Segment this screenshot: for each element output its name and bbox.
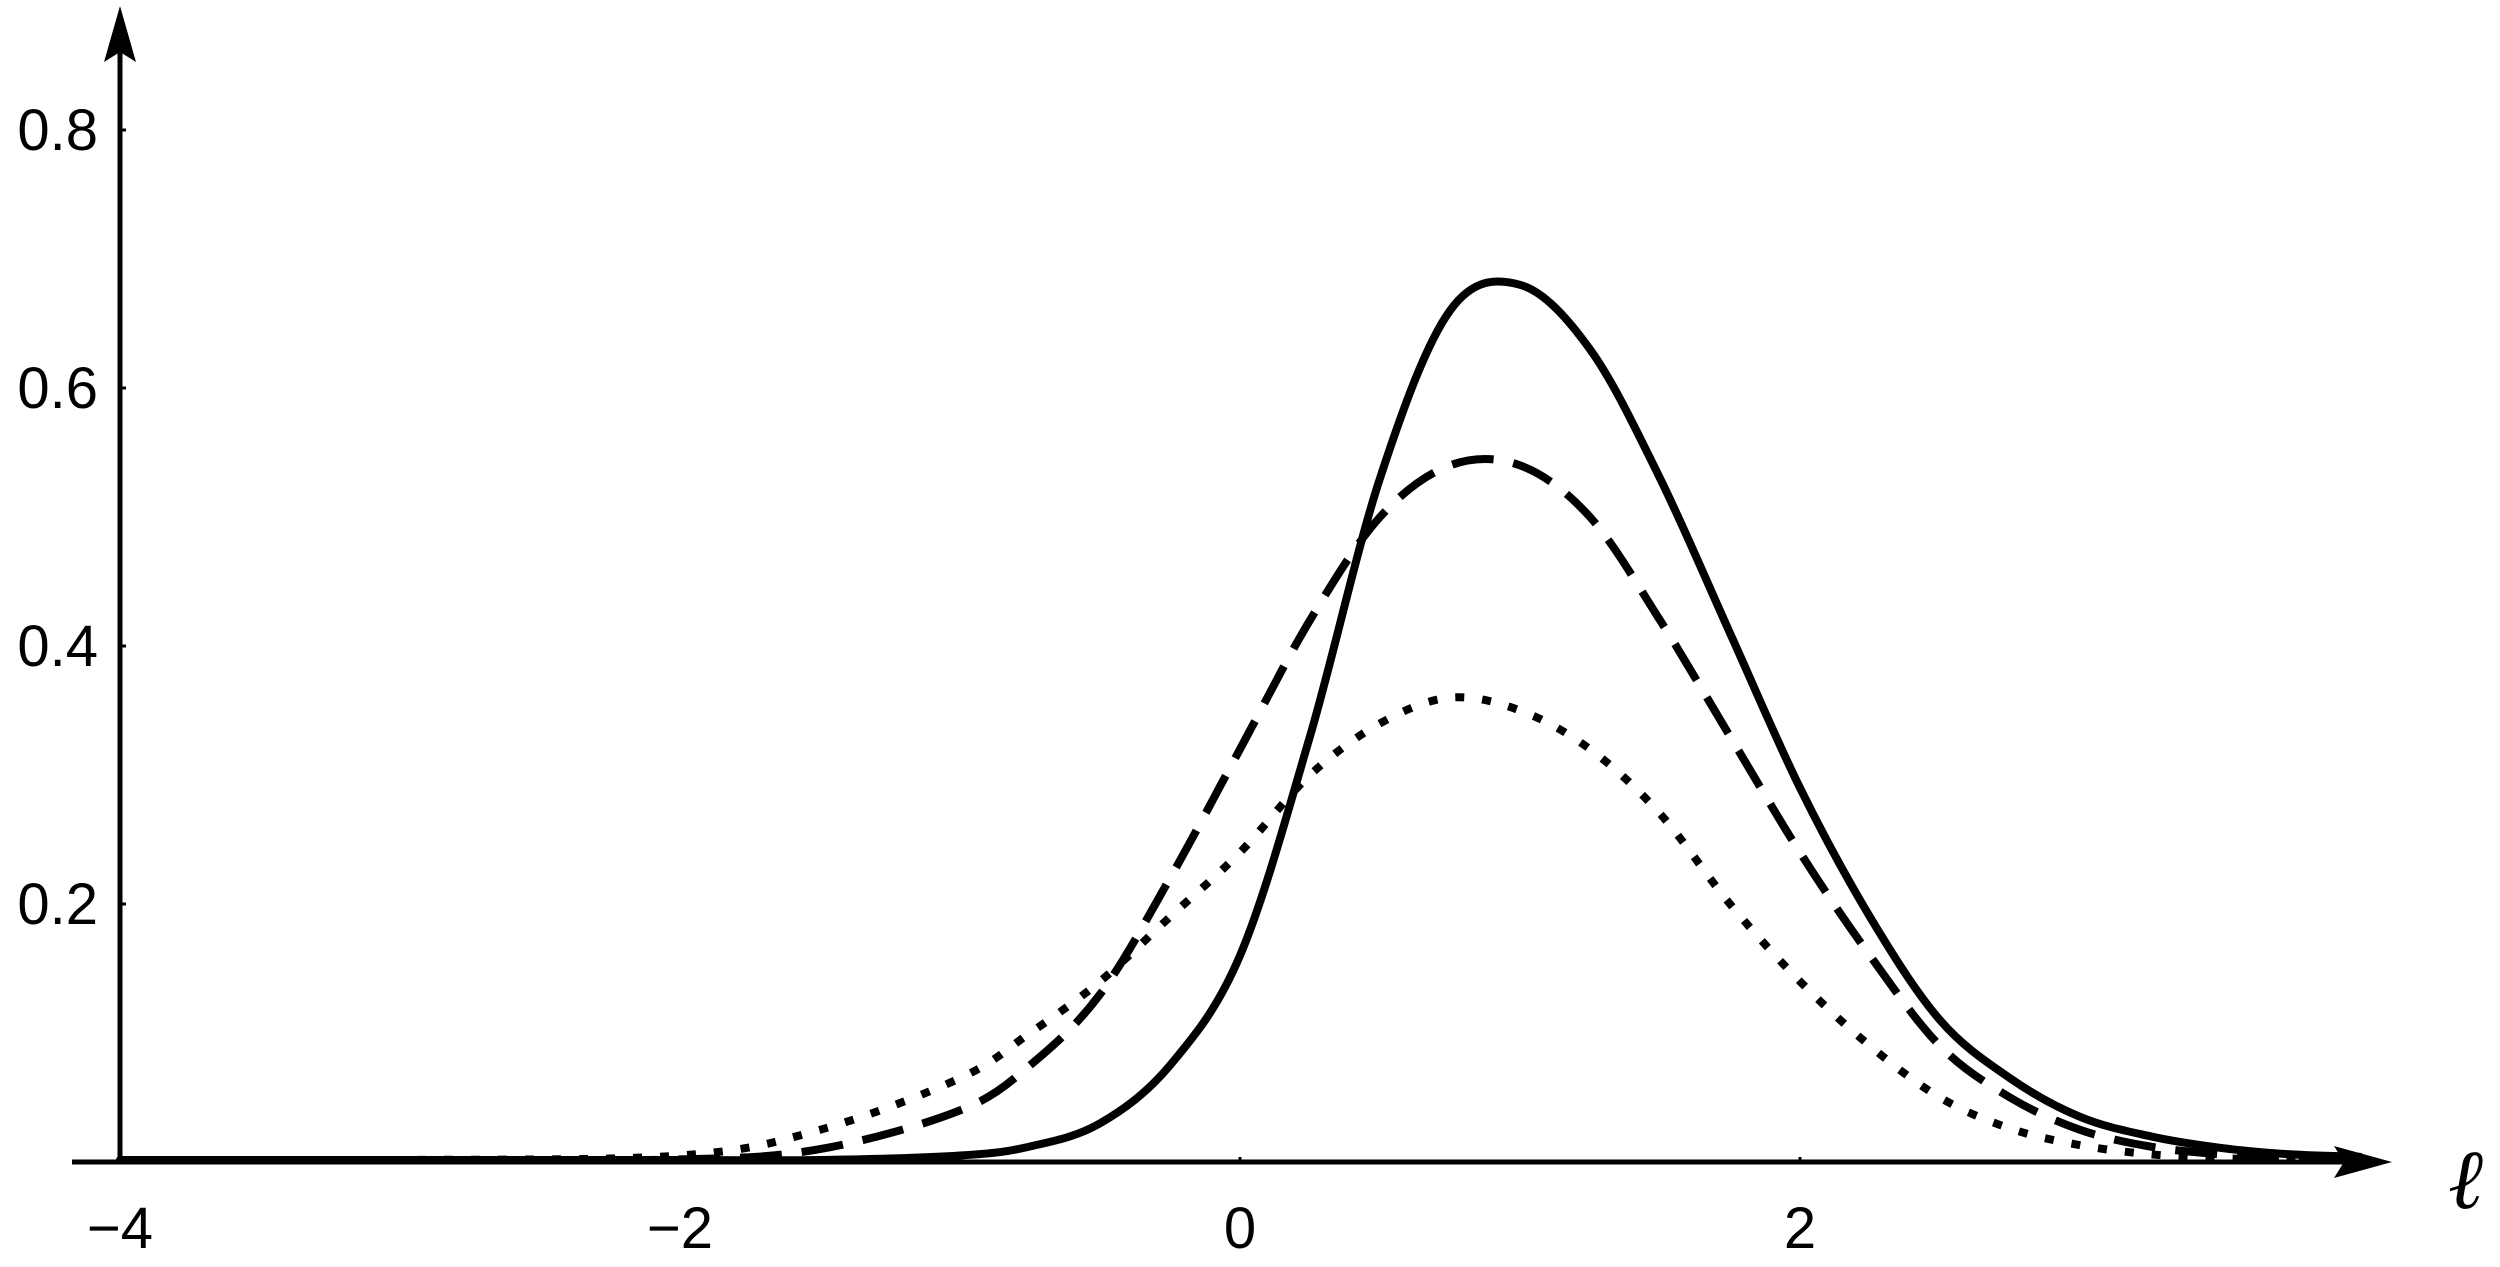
y-axis-arrowhead — [104, 6, 136, 62]
x-tick-label: −4 — [87, 1196, 153, 1261]
y-tick-label: 0.6 — [17, 356, 98, 421]
axes: ℓ — [72, 6, 2483, 1228]
series-line-dashed — [119, 455, 2361, 1165]
y-tick-label: 0.8 — [17, 98, 98, 163]
x-axis-label: ℓ — [2448, 1130, 2483, 1228]
x-tick-label: 2 — [1784, 1196, 1816, 1261]
series-line-solid — [116, 277, 2364, 1165]
y-tick-label: 0.4 — [17, 614, 98, 679]
y-tick-label: 0.2 — [17, 872, 98, 937]
x-tick-label: 0 — [1224, 1196, 1256, 1261]
ticks: −4 −2 0 2 0.2 0.4 0.6 0.8 — [17, 98, 1816, 1261]
series-layer — [116, 277, 2364, 1165]
x-tick-label: −2 — [647, 1196, 713, 1261]
